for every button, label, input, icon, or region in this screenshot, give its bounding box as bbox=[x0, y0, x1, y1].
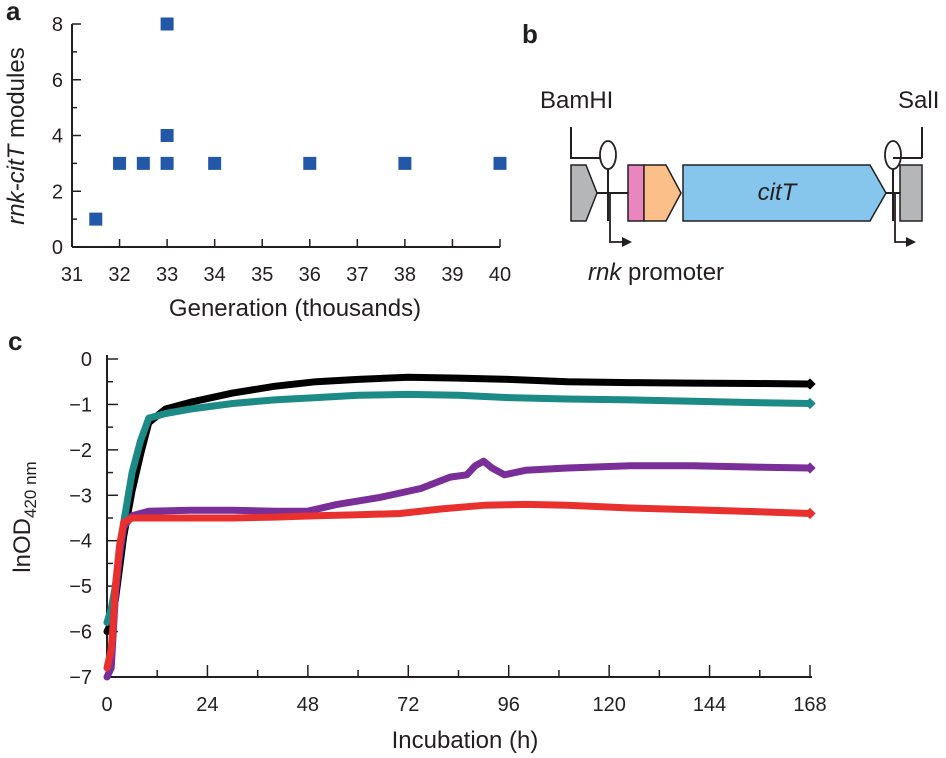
panel-c-x-tick-label: 144 bbox=[693, 694, 726, 716]
panel-a-y-tick-label: 0 bbox=[52, 237, 63, 259]
right-promoter-arrow-head-icon bbox=[906, 237, 916, 247]
panel-c-series-end-marker bbox=[804, 378, 816, 390]
panel-c-y-tick-label: −5 bbox=[69, 576, 92, 598]
panel-c-series-end-marker bbox=[804, 397, 816, 410]
panel-a-x-tick-label: 40 bbox=[489, 264, 511, 286]
panel-a-data-point bbox=[303, 156, 317, 170]
panel-a-y-tick-label: 2 bbox=[52, 181, 63, 203]
panel-a-data-point bbox=[493, 156, 507, 170]
panel-c-y-axis-label-main: lnOD bbox=[9, 518, 36, 573]
panel-a-data-point bbox=[136, 156, 150, 170]
panel-letter-a: a bbox=[6, 0, 21, 26]
panel-a-y-tick-label: 6 bbox=[52, 70, 63, 92]
panel-a-data-point bbox=[113, 156, 127, 170]
pink-block bbox=[627, 164, 645, 222]
sali-label: SalI bbox=[898, 87, 939, 114]
panel-c-series-line-3 bbox=[103, 500, 814, 672]
panel-a-y-axis-label-rest: modules bbox=[3, 47, 30, 144]
right-promoter-arrow-stem bbox=[894, 193, 910, 243]
panel-c-y-axis-label: lnOD420 nm bbox=[9, 461, 40, 572]
rnk-promoter-arrow-head-icon bbox=[622, 237, 632, 247]
panel-a-x-tick-label: 39 bbox=[441, 264, 463, 286]
panel-c-y-tick-label: −7 bbox=[69, 667, 92, 689]
panel-b-construct-diagram: BamHI SalI citT rnk promot bbox=[540, 87, 939, 286]
left-terminator-loop-icon bbox=[599, 140, 617, 170]
rnk-promoter-arrow-stem bbox=[609, 193, 626, 243]
panel-a-x-tick-label: 33 bbox=[156, 264, 178, 286]
panel-c-y-axis-label-sub: 420 nm bbox=[21, 461, 40, 518]
panel-c-x-tick-label: 24 bbox=[196, 694, 218, 716]
panel-c-y-tick-label: −2 bbox=[69, 440, 92, 462]
panel-c-line-chart: 0 24 48 72 96 120 144 168 0 −1 −2 −3 −4 −5 −6 −7 Incuba… bbox=[9, 349, 827, 754]
panel-a-x-tick-label: 38 bbox=[394, 264, 416, 286]
panel-a-data-point bbox=[160, 17, 174, 31]
panel-c-series-end-marker bbox=[804, 462, 816, 474]
left-vector-line bbox=[570, 127, 608, 159]
panel-a-data-point bbox=[160, 129, 174, 142]
panel-c-x-tick-label: 120 bbox=[592, 694, 625, 716]
panel-a-y-tick-label: 4 bbox=[52, 126, 63, 148]
panel-c-x-tick-label: 96 bbox=[498, 694, 520, 716]
citT-gene-label: citT bbox=[758, 179, 799, 206]
rnk-promoter-label-italic: rnk bbox=[588, 259, 623, 286]
panel-c-y-tick-label: −4 bbox=[69, 531, 92, 553]
panel-a-data-point bbox=[160, 156, 174, 170]
panel-c-y-tick-label: −1 bbox=[69, 394, 92, 416]
panel-c-x-axis-label: Incubation (h) bbox=[392, 727, 539, 753]
panel-c-y-tick-label: −6 bbox=[69, 622, 92, 644]
rnk-promoter-label: rnk promoter bbox=[588, 259, 724, 286]
panel-c-y-tick-label: −3 bbox=[69, 485, 92, 507]
panel-a-data-point bbox=[89, 212, 103, 226]
panel-a-x-tick-label: 31 bbox=[61, 264, 83, 286]
panel-c-x-tick-label: 72 bbox=[397, 694, 419, 716]
right-gray-block bbox=[899, 164, 923, 222]
panel-letter-b: b bbox=[522, 19, 538, 49]
left-gray-arrow-block bbox=[570, 164, 598, 222]
panel-a-x-tick-label: 37 bbox=[346, 264, 368, 286]
panel-a-scatter-chart: 31 32 33 34 35 36 37 38 39 40 0 2 4 6 8 Generation (th… bbox=[3, 14, 511, 322]
panel-letter-c: c bbox=[8, 326, 22, 356]
panel-c-x-tick-label: 168 bbox=[793, 694, 826, 716]
panel-a-y-axis-label: rnk-citT modules bbox=[3, 47, 30, 224]
panel-c-x-tick-label: 48 bbox=[297, 694, 319, 716]
panel-a-x-axis-label: Generation (thousands) bbox=[169, 295, 421, 322]
panel-a-x-tick-label: 35 bbox=[251, 264, 273, 286]
panel-a-y-tick-label: 8 bbox=[52, 14, 63, 36]
panel-c-x-tick-label: 0 bbox=[101, 694, 112, 716]
panel-a-x-tick-label: 36 bbox=[299, 264, 321, 286]
rnk-promoter-label-rest: promoter bbox=[621, 259, 724, 286]
panel-a-data-point bbox=[208, 156, 222, 170]
panel-a-x-tick-label: 32 bbox=[108, 264, 130, 286]
citT-gene-arrow bbox=[682, 164, 887, 222]
orange-arrow-block bbox=[643, 164, 682, 222]
right-terminator-loop-icon bbox=[884, 140, 902, 170]
panel-a-y-axis-label-italic: rnk-citT bbox=[3, 142, 30, 224]
panel-a-data-point bbox=[398, 156, 412, 170]
panel-a-x-tick-label: 34 bbox=[204, 264, 226, 286]
panel-c-series-line-2 bbox=[103, 457, 814, 681]
panel-c-series-end-marker bbox=[804, 507, 816, 520]
bamhi-label: BamHI bbox=[540, 87, 613, 114]
panel-c-y-tick-label: 0 bbox=[81, 349, 92, 371]
